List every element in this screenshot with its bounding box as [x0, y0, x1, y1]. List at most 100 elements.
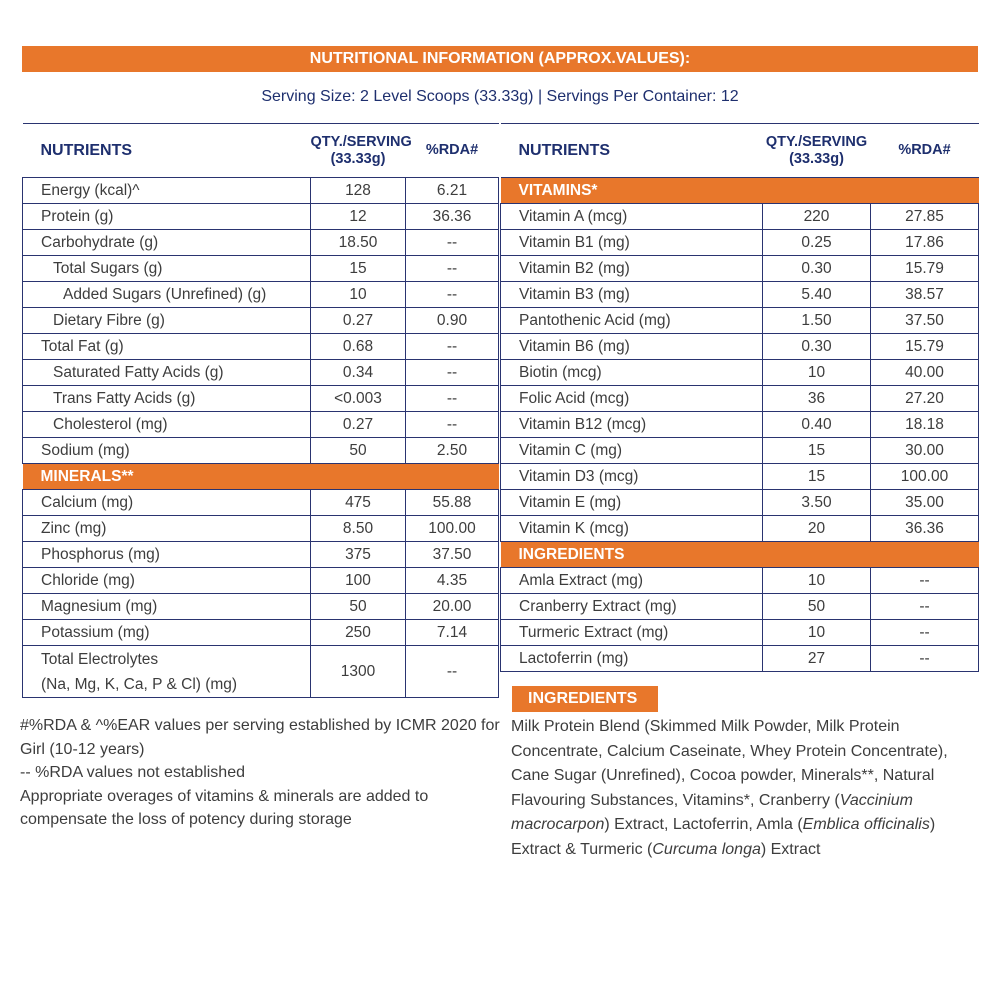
nutrient-name: Cholesterol (mg) — [22, 411, 311, 438]
header-nutrients: NUTRIENTS — [22, 123, 311, 178]
ingredients-part: Vaccinium macrocarpon — [511, 791, 913, 834]
qty-value: 0.25 — [762, 229, 871, 256]
header-rda: %RDA# — [870, 123, 979, 178]
nutrient-name: Phosphorus (mg) — [22, 541, 311, 568]
nutrient-name: Energy (kcal)^ — [22, 177, 311, 204]
rda-value: 6.21 — [405, 177, 499, 204]
table-row: Calcium (mg) 475 55.88 — [22, 489, 499, 516]
rda-value: 15.79 — [870, 255, 979, 282]
nutrients-table-left: NUTRIENTS QTY./SERVING (33.33g) %RDA# Ene… — [22, 123, 499, 698]
qty-value: 15 — [762, 463, 871, 490]
section-label: MINERALS** — [22, 463, 499, 490]
rda-value: -- — [870, 645, 979, 672]
section-row: VITAMINS* — [500, 177, 979, 204]
rda-value: 38.57 — [870, 281, 979, 308]
nutrient-name: Protein (g) — [22, 203, 311, 230]
qty-value: <0.003 — [310, 385, 406, 412]
nutrient-name: Total Sugars (g) — [22, 255, 311, 282]
qty-value: 128 — [310, 177, 406, 204]
nutrient-name: Chloride (mg) — [22, 567, 311, 594]
qty-value: 0.30 — [762, 255, 871, 282]
rda-value: 40.00 — [870, 359, 979, 386]
ingredients-part: ) Extract, Lactoferrin, Amla ( — [604, 816, 803, 833]
qty-value: 10 — [762, 359, 871, 386]
table-row: Vitamin K (mcg) 20 36.36 — [500, 515, 979, 542]
rda-value: 37.50 — [405, 541, 499, 568]
nutrient-name: Vitamin B3 (mg) — [500, 281, 763, 308]
table-row: Biotin (mcg) 10 40.00 — [500, 359, 979, 386]
table-row: Vitamin C (mg) 15 30.00 — [500, 437, 979, 464]
nutrient-name: Total Electrolytes (Na, Mg, K, Ca, P & Cl… — [22, 645, 311, 698]
table-row: Cranberry Extract (mg) 50 -- — [500, 593, 979, 620]
table-row: Phosphorus (mg) 375 37.50 — [22, 541, 499, 568]
section-row: INGREDIENTS — [500, 541, 979, 568]
qty-value: 475 — [310, 489, 406, 516]
rda-value: 55.88 — [405, 489, 499, 516]
qty-value: 50 — [310, 593, 406, 620]
rda-value: 30.00 — [870, 437, 979, 464]
qty-value: 15 — [310, 255, 406, 282]
table-row: Dietary Fibre (g) 0.27 0.90 — [22, 307, 499, 334]
rda-value: -- — [870, 619, 979, 646]
footnote: Appropriate overages of vitamins & miner… — [20, 787, 429, 829]
ingredients-part: Milk Protein Blend (Skimmed Milk Powder,… — [511, 718, 948, 809]
footnote: -- %RDA values not established — [20, 764, 245, 781]
rda-value: 18.18 — [870, 411, 979, 438]
qty-value: 10 — [310, 281, 406, 308]
nutrient-name: Vitamin B1 (mg) — [500, 229, 763, 256]
qty-value: 220 — [762, 203, 871, 230]
serving-info: Serving Size: 2 Level Scoops (33.33g) | … — [261, 88, 739, 105]
table-row: Vitamin B1 (mg) 0.25 17.86 — [500, 229, 979, 256]
header-qty: QTY./SERVING (33.33g) — [762, 123, 871, 178]
rda-value: 36.36 — [405, 203, 499, 230]
nutrient-name: Vitamin K (mcg) — [500, 515, 763, 542]
title-banner: NUTRITIONAL INFORMATION (APPROX.VALUES): — [22, 46, 978, 72]
table-row: Added Sugars (Unrefined) (g) 10 -- — [22, 281, 499, 308]
ingredients-text: Milk Protein Blend (Skimmed Milk Powder,… — [511, 715, 981, 862]
qty-value: 8.50 — [310, 515, 406, 542]
nutrient-name: Lactoferrin (mg) — [500, 645, 763, 672]
qty-value: 0.30 — [762, 333, 871, 360]
qty-value: 0.34 — [310, 359, 406, 386]
table-row: Turmeric Extract (mg) 10 -- — [500, 619, 979, 646]
rda-value: 4.35 — [405, 567, 499, 594]
rda-value: 17.86 — [870, 229, 979, 256]
table-row: Sodium (mg) 50 2.50 — [22, 437, 499, 464]
rda-value: 36.36 — [870, 515, 979, 542]
ingredients-badge: INGREDIENTS — [512, 686, 658, 712]
ingredients-part: Curcuma longa — [652, 840, 761, 858]
nutrient-name: Vitamin B2 (mg) — [500, 255, 763, 282]
table-row: Total Sugars (g) 15 -- — [22, 255, 499, 282]
nutrient-name: Vitamin E (mg) — [500, 489, 763, 516]
qty-value: 18.50 — [310, 229, 406, 256]
qty-value: 0.40 — [762, 411, 871, 438]
nutrient-name: Vitamin C (mg) — [500, 437, 763, 464]
qty-value: 10 — [762, 567, 871, 594]
qty-value: 1300 — [310, 645, 406, 698]
table-row: Vitamin D3 (mcg) 15 100.00 — [500, 463, 979, 490]
rda-value: -- — [405, 229, 499, 256]
nutrient-name: Pantothenic Acid (mg) — [500, 307, 763, 334]
rda-value: 100.00 — [405, 515, 499, 542]
nutrient-name: Saturated Fatty Acids (g) — [22, 359, 311, 386]
nutrient-name: Zinc (mg) — [22, 515, 311, 542]
nutrient-name: Added Sugars (Unrefined) (g) — [22, 281, 311, 308]
qty-value: 50 — [762, 593, 871, 620]
qty-value: 5.40 — [762, 281, 871, 308]
qty-value: 12 — [310, 203, 406, 230]
nutrient-name: Trans Fatty Acids (g) — [22, 385, 311, 412]
footnotes: #%RDA & ^%EAR values per serving establi… — [20, 714, 500, 832]
table-row: Vitamin B2 (mg) 0.30 15.79 — [500, 255, 979, 282]
section-row: MINERALS** — [22, 463, 499, 490]
table-row: Vitamin A (mcg) 220 27.85 — [500, 203, 979, 230]
rda-value: -- — [405, 281, 499, 308]
rda-value: -- — [870, 593, 979, 620]
qty-value: 15 — [762, 437, 871, 464]
footnote: #%RDA & ^%EAR values per serving establi… — [20, 717, 500, 758]
section-label: INGREDIENTS — [500, 541, 979, 568]
qty-value: 27 — [762, 645, 871, 672]
nutrient-name: Magnesium (mg) — [22, 593, 311, 620]
qty-value: 0.68 — [310, 333, 406, 360]
rda-value: 2.50 — [405, 437, 499, 464]
table-row: Chloride (mg) 100 4.35 — [22, 567, 499, 594]
